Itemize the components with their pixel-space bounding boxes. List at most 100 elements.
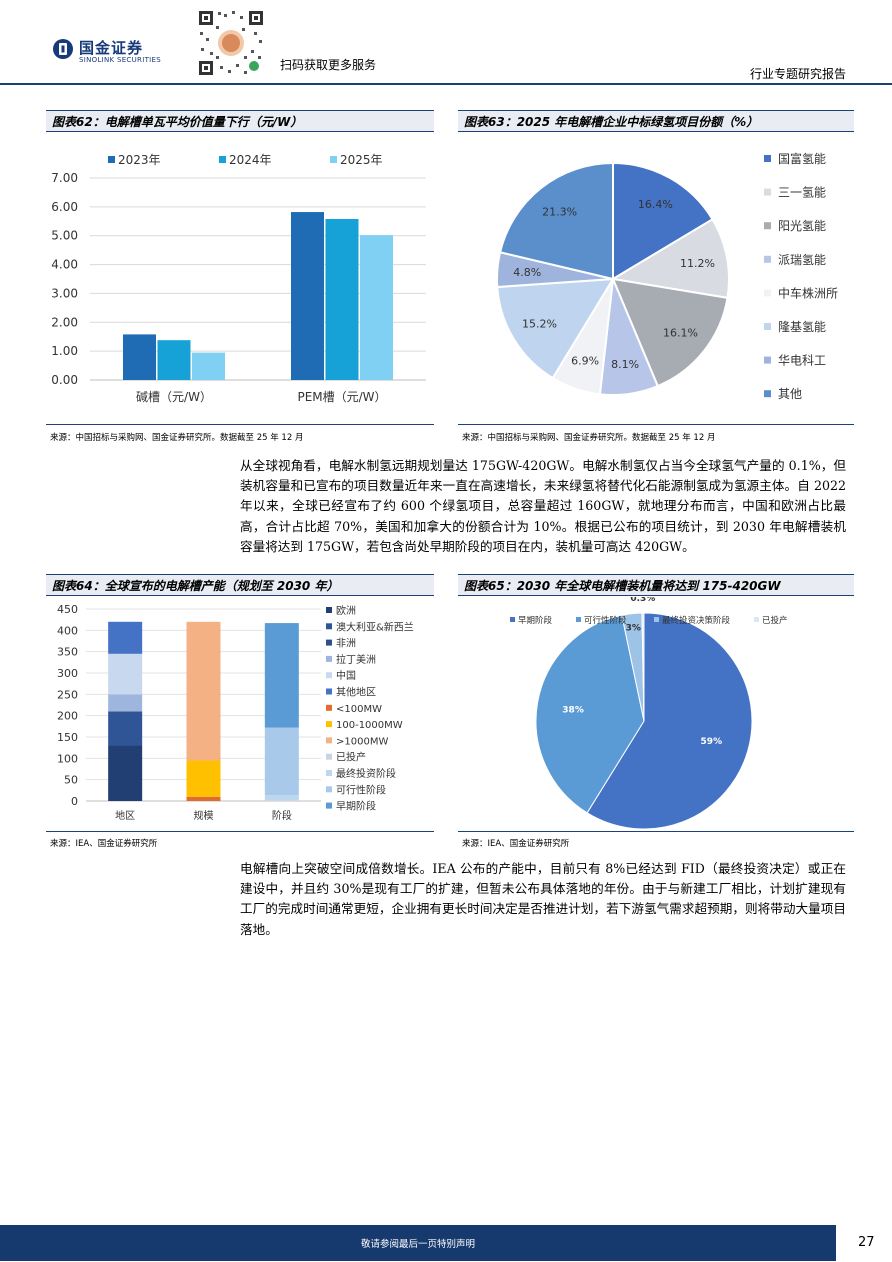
stack-segment-2-9: [264, 800, 299, 801]
bar-0-2: [192, 352, 225, 380]
legend-swatch: [326, 737, 332, 744]
y-tick-label: 200: [57, 710, 78, 723]
header-divider: [0, 83, 892, 85]
legend-label: 中国: [336, 669, 356, 682]
legend-swatch: [326, 786, 332, 793]
legend-label: 早期阶段: [336, 800, 376, 813]
legend-label: 隆基氢能: [778, 319, 826, 334]
bar-1-2: [360, 235, 393, 380]
x-tick-label: 规模: [194, 809, 214, 822]
stack-segment-1-7: [186, 760, 221, 797]
figure-62-source: 来源：中国招标与采购网、国金证券研究所。数据截至 25 年 12 月: [50, 433, 304, 443]
pie-data-label: 0.3%: [630, 597, 655, 604]
legend-swatch: [764, 188, 771, 196]
pie-slice-0: [612, 161, 714, 281]
figure-65-title: 图表65：2030 年全球电解槽装机量将达到 175-420GW: [458, 574, 854, 596]
legend-swatch: [764, 222, 771, 230]
y-tick-label: 100: [57, 752, 78, 765]
legend-swatch: [754, 617, 759, 622]
pie-slice-2: [611, 277, 729, 388]
legend-label: 国富氢能: [778, 151, 826, 166]
stack-segment-0-5: [108, 621, 143, 654]
pie-data-label: 3%: [626, 624, 641, 634]
x-tick-label: PEM槽（元/W）: [297, 390, 386, 404]
legend-label: >1000MW: [336, 736, 388, 747]
legend-swatch: [326, 802, 332, 809]
stack-segment-2-12: [264, 623, 299, 728]
legend-swatch: [326, 639, 332, 646]
stack-segment-0-4: [108, 653, 143, 695]
legend-label: 华电科工: [778, 354, 826, 368]
y-tick-label: 50: [64, 774, 78, 787]
pie-data-label: 16.1%: [663, 326, 698, 339]
y-tick-label: 450: [57, 603, 78, 616]
pie-data-label: 4.8%: [513, 266, 541, 279]
figure-65-source-rule: [458, 831, 854, 832]
qr-code-icon[interactable]: [196, 8, 266, 78]
legend-swatch: [326, 753, 332, 760]
bar-0-0: [123, 334, 156, 380]
legend-swatch: [764, 289, 771, 297]
y-tick-label: 300: [57, 667, 78, 680]
legend-label: 最终投资决策阶段: [662, 615, 731, 626]
body-paragraph-1: 从全球视角看，电解水制氢远期规划量达 175GW-420GW。电解水制氢仅占当今…: [240, 456, 846, 557]
legend-swatch: [326, 704, 332, 711]
figure-64-stacked-bar-chart: 0 50 100 150 200 250 300 350 400 450 地区 规模 阶段 欧洲澳大利亚&…: [57, 603, 414, 822]
legend-label: 2025年: [340, 153, 383, 167]
legend-label: 2024年: [229, 153, 272, 167]
figure-64-source-rule: [46, 831, 434, 832]
legend-swatch: [326, 623, 332, 630]
report-type: 行业专题研究报告: [749, 67, 846, 81]
pie-slice-1: [610, 217, 730, 300]
pie-slice-5: [496, 277, 615, 380]
legend-swatch: [108, 156, 115, 163]
legend-swatch: [764, 255, 771, 263]
legend-swatch: [576, 617, 581, 622]
figure-63-pie-chart: 16.4% 11.2% 16.1% 8.1% 6.9% 15.2% 4.8% 21.3% 国富氢…: [496, 151, 838, 401]
y-tick-label: 350: [57, 646, 78, 659]
pie-data-label: 38%: [562, 706, 584, 716]
legend-swatch: [326, 607, 332, 613]
legend-label: 欧洲: [336, 605, 356, 617]
y-tick-label: 3.00: [51, 286, 78, 300]
legend-label: 可行性阶段: [336, 783, 386, 796]
body-paragraph-1-text: 从全球视角看，电解水制氢远期规划量达 175GW-420GW。电解水制氢仅占当今…: [240, 458, 846, 554]
legend-label: <100MW: [336, 704, 382, 715]
y-tick-label: 4.00: [51, 258, 78, 272]
legend-label: 其他地区: [336, 686, 376, 699]
footer-disclaimer-link[interactable]: 敬请参阅最后一页特别声明: [360, 1239, 475, 1250]
legend-label: 三一氢能: [778, 185, 826, 200]
logo-text: 国金证券: [79, 39, 144, 57]
legend-swatch: [219, 156, 226, 163]
figure-62-source-rule: [46, 424, 434, 425]
legend-label: 派瑞氢能: [778, 252, 826, 267]
pie-data-label: 8.1%: [611, 358, 639, 371]
stack-segment-2-10: [264, 795, 299, 801]
bar-0-1: [157, 340, 191, 380]
legend-swatch: [764, 356, 771, 364]
pie-data-label: 21.3%: [542, 206, 577, 219]
scan-prompt: 扫码获取更多服务: [280, 58, 377, 72]
stack-segment-0-1: [108, 711, 143, 746]
legend-swatch: [326, 672, 332, 679]
pie-data-label: 11.2%: [680, 257, 715, 270]
legend-label: 最终投资阶段: [336, 767, 396, 780]
legend-label: 澳大利亚&新西兰: [336, 620, 414, 633]
y-tick-label: 150: [57, 731, 78, 744]
legend-swatch: [764, 323, 771, 330]
pie-slice-1: [535, 614, 645, 814]
legend-label: 可行性阶段: [584, 615, 627, 626]
legend-label: 中车株洲所: [778, 285, 838, 300]
legend-swatch: [764, 155, 771, 162]
stack-segment-2-11: [264, 727, 299, 796]
company-logo-icon: [53, 39, 73, 59]
figure-63-source: 来源：中国招标与采购网、国金证券研究所。数据截至 25 年 12 月: [462, 433, 716, 443]
stack-segment-0-3: [108, 694, 143, 712]
pie-slice-0: [586, 612, 753, 830]
legend-swatch: [764, 390, 771, 398]
figure-63-source-rule: [458, 424, 854, 425]
legend-label: 2023年: [118, 153, 161, 167]
page-number: 27: [858, 1235, 875, 1250]
pie-data-label: 15.2%: [522, 318, 557, 331]
legend-swatch: [326, 688, 332, 695]
